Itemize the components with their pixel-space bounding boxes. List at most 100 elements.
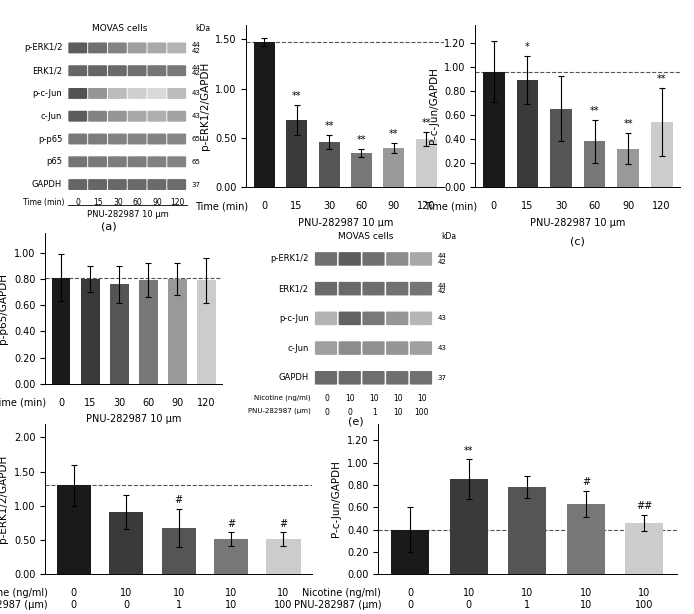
FancyBboxPatch shape [386,282,408,295]
Text: 37: 37 [191,182,200,187]
Text: Nicotine (ng/ml): Nicotine (ng/ml) [0,588,48,598]
FancyBboxPatch shape [128,157,146,167]
Text: 120: 120 [197,398,215,408]
Text: 10: 10 [225,588,237,598]
Text: 15: 15 [84,398,96,408]
Text: p65: p65 [46,157,62,166]
FancyBboxPatch shape [410,341,432,355]
FancyBboxPatch shape [167,179,186,190]
Text: (e): (e) [348,416,364,426]
Text: Time (min): Time (min) [195,201,248,211]
FancyBboxPatch shape [68,65,87,76]
Text: ERK1/2: ERK1/2 [278,284,309,293]
Text: #: # [582,476,590,487]
Text: 43: 43 [437,316,446,321]
FancyBboxPatch shape [315,282,337,295]
Text: 90: 90 [171,398,183,408]
Text: 1: 1 [176,600,182,610]
FancyBboxPatch shape [88,157,107,167]
Text: 10: 10 [393,408,403,417]
Text: 44
42: 44 42 [191,65,200,76]
Text: 10: 10 [120,588,133,598]
FancyBboxPatch shape [148,133,167,144]
FancyBboxPatch shape [362,252,384,266]
FancyBboxPatch shape [339,282,361,295]
Bar [81,279,99,384]
FancyBboxPatch shape [128,88,146,99]
FancyBboxPatch shape [108,157,127,167]
FancyBboxPatch shape [167,133,186,144]
Text: PNU-282987 10 μm: PNU-282987 10 μm [86,414,181,424]
Text: c-Jun: c-Jun [41,112,62,121]
Text: 43: 43 [437,345,446,351]
Text: 0: 0 [324,394,329,403]
Text: 0: 0 [407,588,414,598]
Bar [567,504,605,574]
Bar [196,281,216,384]
Bar [266,539,301,574]
Bar [550,109,572,187]
FancyBboxPatch shape [88,65,107,76]
Text: kDa: kDa [195,24,210,33]
Bar [584,141,605,187]
Text: #: # [227,519,235,529]
Text: 30: 30 [113,198,123,207]
Y-axis label: P-c-Jun/GAPDH: P-c-Jun/GAPDH [332,460,341,537]
FancyBboxPatch shape [128,42,146,53]
FancyBboxPatch shape [386,311,408,325]
Text: 0: 0 [76,198,81,207]
FancyBboxPatch shape [410,311,432,325]
Text: 1: 1 [372,408,376,417]
Text: 10: 10 [278,588,289,598]
FancyBboxPatch shape [108,88,127,99]
Text: 30: 30 [113,398,125,408]
FancyBboxPatch shape [410,371,432,384]
Bar [450,480,488,574]
Text: 10: 10 [225,600,237,610]
Text: 10: 10 [346,394,355,403]
Text: MOVAS cells: MOVAS cells [338,232,393,241]
Text: PNU-282987 10 μm: PNU-282987 10 μm [298,218,393,228]
Text: 120: 120 [652,201,671,211]
Text: 0: 0 [124,600,129,610]
FancyBboxPatch shape [68,133,87,144]
Text: GAPDH: GAPDH [32,180,62,189]
FancyBboxPatch shape [88,179,107,190]
Text: 0: 0 [407,600,414,610]
Text: 10: 10 [369,394,379,403]
Text: p-c-Jun: p-c-Jun [33,89,62,98]
Text: 43: 43 [191,113,200,119]
Text: 0: 0 [58,398,64,408]
FancyBboxPatch shape [128,179,146,190]
FancyBboxPatch shape [148,42,167,53]
Text: #: # [280,519,287,529]
Bar [57,485,91,574]
Text: (b): (b) [337,236,353,246]
FancyBboxPatch shape [167,65,186,76]
Text: 1: 1 [525,600,530,610]
Text: 10: 10 [579,600,592,610]
FancyBboxPatch shape [128,133,146,144]
Bar [139,281,158,384]
Text: 37: 37 [437,375,446,381]
Text: **: ** [324,121,334,131]
Text: 90: 90 [153,198,162,207]
Text: 60: 60 [133,198,142,207]
Bar [286,120,307,187]
Text: 60: 60 [355,201,368,211]
FancyBboxPatch shape [339,311,361,325]
Text: 100: 100 [274,600,293,610]
FancyBboxPatch shape [88,133,107,144]
Text: 65: 65 [191,136,200,142]
Text: Time (min): Time (min) [0,398,46,408]
Text: 0: 0 [466,600,472,610]
Text: **: ** [357,134,366,145]
Text: PNU-282987 (μm): PNU-282987 (μm) [294,600,381,610]
Text: 120: 120 [417,201,436,211]
Text: 44
42: 44 42 [437,283,446,294]
Text: 60: 60 [589,201,601,211]
FancyBboxPatch shape [167,111,186,122]
Text: 0: 0 [261,201,267,211]
Text: 120: 120 [170,198,185,207]
FancyBboxPatch shape [339,341,361,355]
